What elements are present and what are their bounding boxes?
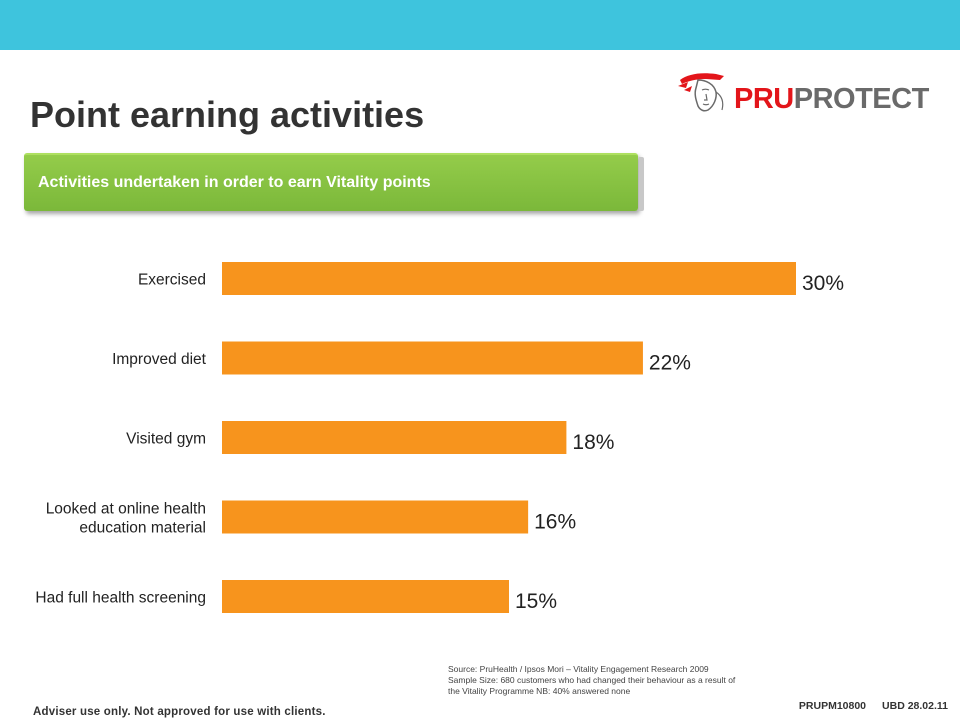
category-label-4-line-1: Looked at online health [46, 501, 206, 518]
value-label-5: 15% [515, 590, 557, 613]
source-line-3: the Vitality Programme NB: 40% answered … [448, 686, 631, 696]
bar-1 [222, 262, 796, 295]
top-bar [0, 0, 960, 50]
bar-5 [222, 580, 509, 613]
value-label-2: 22% [649, 352, 691, 375]
bar-chart: 30% Exercised 22% Improved diet 18% Visited g… [35, 262, 844, 613]
footer-reference: PRUPM10800 UBD 28.02.11 [799, 700, 948, 712]
logo-wordmark: PRUPROTECT [734, 83, 929, 115]
section-banner: Activities undertaken in order to earn V… [24, 153, 644, 211]
category-label-2: Improved diet [112, 351, 207, 368]
footer-code: PRUPM10800 [798, 700, 867, 712]
footer-date: UBD 28.02.11 [882, 700, 948, 712]
bar-4 [222, 500, 529, 534]
source-line-2: Sample Size: 680 customers who had chang… [448, 675, 736, 685]
source-line-1: Source: PruHealth / Ipsos Mori – Vitalit… [448, 664, 709, 674]
bar-2 [222, 341, 643, 375]
source-note: Source: PruHealth / Ipsos Mori – Vitalit… [448, 664, 828, 697]
banner-text: Activities undertaken in order to earn V… [38, 174, 431, 191]
pruprotect-logo: PRUPROTECT [676, 66, 940, 116]
value-label-3: 18% [572, 431, 614, 454]
category-label-3: Visited gym [126, 431, 206, 448]
logo-face-icon [678, 73, 724, 112]
category-label-4-line-2: education material [79, 520, 206, 537]
footer-disclaimer: Adviser use only. Not approved for use w… [33, 706, 326, 718]
bar-3 [222, 421, 567, 454]
value-label-4: 16% [534, 511, 576, 534]
page-title: Point earning activities [30, 94, 425, 135]
value-label-1: 30% [802, 272, 844, 295]
category-label-1: Exercised [138, 272, 206, 289]
category-label-5: Had full health screening [35, 590, 206, 607]
